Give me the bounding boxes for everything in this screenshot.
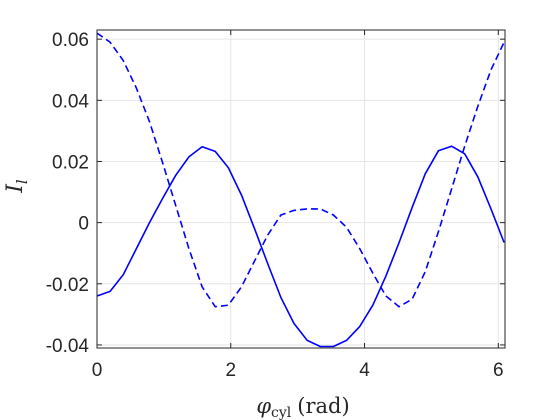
x-tick-label: 0	[92, 360, 103, 381]
y-tick-label: -0.04	[46, 336, 90, 357]
x-axis-ticks: 0 2 4 6	[92, 30, 504, 381]
y-tick-label: -0.02	[46, 275, 89, 296]
series-dashed-line	[96, 32, 505, 308]
y-tick-label: 0.06	[52, 30, 89, 51]
x-tick-label: 4	[359, 360, 370, 381]
x-tick-label: 2	[225, 360, 236, 381]
series-solid-line	[96, 145, 505, 348]
y-tick-label: 0.02	[52, 152, 89, 173]
y-axis-ticks: 0.06 0.04 0.02 0 -0.02 -0.04	[46, 30, 505, 357]
series-lines	[96, 32, 505, 348]
x-axis-title: φcyl (rad)	[256, 394, 349, 420]
y-axis-title: Il	[3, 179, 31, 194]
y-tick-label: 0	[78, 214, 89, 235]
x-tick-label: 6	[493, 360, 504, 381]
plot-area	[97, 30, 505, 348]
axes-box	[96, 29, 506, 349]
y-tick-label: 0.04	[52, 91, 89, 112]
grid-lines	[96, 30, 505, 348]
